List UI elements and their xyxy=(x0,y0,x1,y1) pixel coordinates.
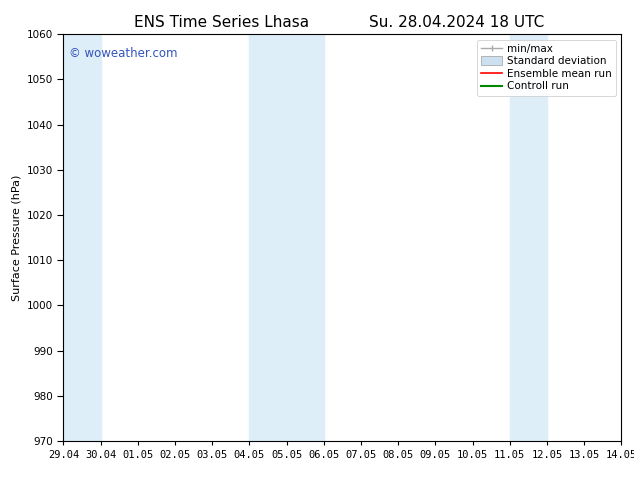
Y-axis label: Surface Pressure (hPa): Surface Pressure (hPa) xyxy=(11,174,21,301)
Bar xyxy=(63,34,101,441)
Text: ENS Time Series Lhasa: ENS Time Series Lhasa xyxy=(134,15,309,30)
Bar xyxy=(249,34,324,441)
Legend: min/max, Standard deviation, Ensemble mean run, Controll run: min/max, Standard deviation, Ensemble me… xyxy=(477,40,616,96)
Text: © woweather.com: © woweather.com xyxy=(69,47,178,59)
Bar xyxy=(510,34,547,441)
Text: Su. 28.04.2024 18 UTC: Su. 28.04.2024 18 UTC xyxy=(369,15,544,30)
